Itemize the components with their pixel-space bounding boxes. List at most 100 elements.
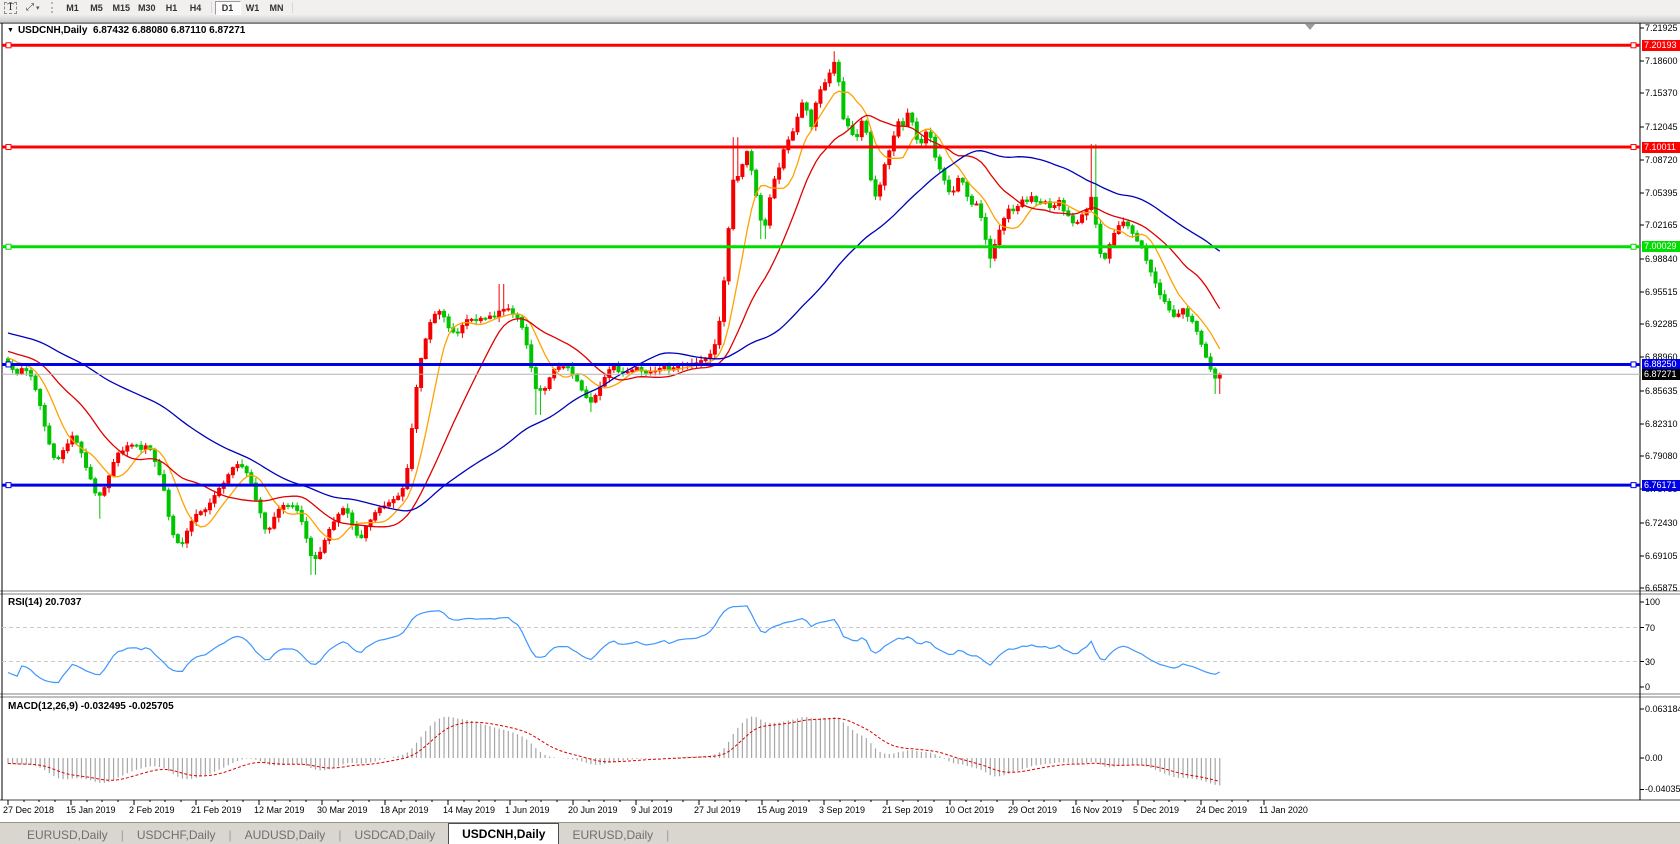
- date-label-24-Dec-2019: 24 Dec 2019: [1196, 805, 1248, 815]
- date-label-9-Jul-2019: 9 Jul 2019: [631, 805, 673, 815]
- timeframe-group: M1 M5 M15 M30 H1 H4 D1 W1 MN: [61, 0, 296, 15]
- timeframe-button-M1[interactable]: M1: [66, 2, 79, 13]
- macd-axis-tick: 0.063184: [1645, 704, 1680, 714]
- date-label-1-Jun-2019: 1 Jun 2019: [505, 805, 550, 815]
- macd-signal-line: [7, 717, 1220, 782]
- text-tool-button[interactable]: T: [4, 1, 17, 14]
- current-price-tag: 6.87271: [1642, 369, 1680, 380]
- price-axis-tick-6.72430: 6.72430: [1645, 518, 1678, 528]
- price-axis-tick-7.08720: 7.08720: [1645, 155, 1678, 165]
- chart-scrollbar[interactable]: [0, 15, 1680, 23]
- date-label-14-May-2019: 14 May 2019: [443, 805, 496, 815]
- chart-canvas: [0, 22, 1680, 805]
- date-label-2-Feb-2019: 2 Feb 2019: [129, 805, 175, 815]
- panel-borders: [0, 22, 1680, 801]
- timeframe-button-M5[interactable]: M5: [90, 2, 103, 13]
- price-axis-tick-6.88960: 6.88960: [1645, 352, 1678, 362]
- toolbar-grip: [50, 2, 56, 13]
- price-axis-tick-6.92285: 6.92285: [1645, 319, 1678, 329]
- double-arrow-icon: ⤢: [26, 2, 34, 13]
- price-tag-6.76171[interactable]: 6.76171: [1642, 480, 1680, 491]
- date-label-30-Mar-2019: 30 Mar 2019: [317, 805, 368, 815]
- price-axis-tick-6.79080: 6.79080: [1645, 451, 1678, 461]
- date-label-20-Jun-2019: 20 Jun 2019: [568, 805, 618, 815]
- chart-tab-usdchf-daily[interactable]: USDCHF,Daily: [136, 828, 216, 842]
- chart-tab-usdcnh-daily-active[interactable]: USDCNH,Daily: [448, 823, 560, 844]
- tab-separator: |: [228, 828, 232, 842]
- date-label-27-Jul-2019: 27 Jul 2019: [694, 805, 741, 815]
- rsi-line: [7, 605, 1221, 684]
- price-axis-ticks: [1640, 27, 1644, 589]
- date-label-11-Jan-2020: 11 Jan 2020: [1259, 805, 1308, 815]
- chart-tab-eurusd-daily[interactable]: EURUSD,Daily: [27, 828, 108, 842]
- price-axis-tick-7.15370: 7.15370: [1645, 88, 1678, 98]
- rsi-panel-layer: [2, 601, 1644, 688]
- price-axis-tick-6.98840: 6.98840: [1645, 254, 1678, 264]
- collapse-triangle-icon[interactable]: ▼: [7, 27, 14, 34]
- timeframe-button-M15[interactable]: M15: [112, 2, 131, 13]
- price-axis-tick-6.69105: 6.69105: [1645, 551, 1678, 561]
- level-lines-layer[interactable]: [2, 42, 1640, 489]
- timeframe-button-H1[interactable]: H1: [165, 2, 178, 13]
- cursor-tool-button[interactable]: ⤢ ▾: [24, 2, 42, 14]
- date-axis-ticks: [7, 800, 1265, 805]
- rsi-axis-tick-70: 70: [1645, 623, 1656, 633]
- price-axis-tick-6.65875: 6.65875: [1645, 583, 1678, 593]
- date-label-5-Dec-2019: 5 Dec 2019: [1133, 805, 1180, 815]
- timeframe-button-H4[interactable]: H4: [189, 2, 202, 13]
- chart-ohlc-text: USDCNH,Daily 6.87432 6.88080 6.87110 6.8…: [17, 25, 246, 36]
- chart-tabs-bar: EURUSD,Daily | USDCHF,Daily | AUDUSD,Daily | U…: [0, 822, 1680, 844]
- price-tag-7.00029[interactable]: 7.00029: [1642, 241, 1680, 252]
- chart-header: ▼ USDCNH,Daily 6.87432 6.88080 6.87110 6.…: [7, 25, 245, 36]
- timeframe-button-D1[interactable]: D1: [214, 0, 241, 15]
- date-label-21-Sep-2019: 21 Sep 2019: [882, 805, 934, 815]
- macd-axis-tick: -0.040354: [1645, 784, 1680, 794]
- ma-slow-line: [7, 150, 1221, 512]
- date-label-27-Dec-2018: 27 Dec 2018: [3, 805, 55, 815]
- tab-separator: |: [338, 828, 342, 842]
- chart-tab-audusd-daily[interactable]: AUDUSD,Daily: [244, 828, 326, 842]
- price-axis-tick-6.82310: 6.82310: [1645, 419, 1678, 429]
- timeframe-button-W1[interactable]: W1: [245, 2, 260, 13]
- tab-separator: |: [120, 828, 124, 842]
- price-axis-tick-7.02165: 7.02165: [1645, 220, 1678, 230]
- rsi-axis-tick-0: 0: [1645, 682, 1651, 692]
- date-label-10-Oct-2019: 10 Oct 2019: [945, 805, 995, 815]
- timeframe-button-MN[interactable]: MN: [269, 2, 284, 13]
- moving-averages-layer: [7, 90, 1221, 541]
- macd-axis-tick: 0.00: [1645, 753, 1663, 763]
- date-label-15-Aug-2019: 15 Aug 2019: [757, 805, 808, 815]
- price-axis-tick-7.18600: 7.18600: [1645, 56, 1678, 66]
- price-axis-tick-7.05395: 7.05395: [1645, 188, 1678, 198]
- price-axis-tick-7.21925: 7.21925: [1645, 23, 1678, 33]
- date-label-16-Nov-2019: 16 Nov 2019: [1071, 805, 1123, 815]
- date-label-12-Mar-2019: 12 Mar 2019: [254, 805, 305, 815]
- date-label-18-Apr-2019: 18 Apr 2019: [380, 805, 429, 815]
- date-label-15-Jan-2019: 15 Jan 2019: [66, 805, 116, 815]
- chevron-down-icon: ▾: [36, 4, 40, 12]
- rsi-axis-tick-100: 100: [1645, 597, 1661, 607]
- chart-shift-marker[interactable]: [1305, 24, 1315, 30]
- date-label-29-Oct-2019: 29 Oct 2019: [1008, 805, 1058, 815]
- ma-medium-line: [7, 114, 1221, 528]
- rsi-axis-tick-30: 30: [1645, 657, 1656, 667]
- ma-fast-line: [7, 90, 1221, 541]
- chart-tab-eurusd-daily[interactable]: EURUSD,Daily: [572, 828, 654, 842]
- price-tag-7.20193[interactable]: 7.20193: [1642, 40, 1680, 51]
- date-label-21-Feb-2019: 21 Feb 2019: [191, 805, 242, 815]
- candles-layer: [6, 51, 1222, 575]
- price-tag-7.10011[interactable]: 7.10011: [1642, 142, 1680, 153]
- rsi-label: RSI(14) 20.7037: [8, 597, 82, 608]
- macd-label: MACD(12,26,9) -0.032495 -0.025705: [8, 701, 174, 712]
- chart-tab-usdcad-daily[interactable]: USDCAD,Daily: [354, 828, 436, 842]
- price-tag-6.88250[interactable]: 6.88250: [1642, 359, 1680, 370]
- toolbar: T ⤢ ▾ M1 M5 M15 M30 H1 H4 D1 W1 MN: [0, 0, 1680, 15]
- price-axis-tick-7.12045: 7.12045: [1645, 122, 1678, 132]
- price-axis-tick-6.95515: 6.95515: [1645, 287, 1678, 297]
- price-axis-tick-6.85635: 6.85635: [1645, 386, 1678, 396]
- date-label-3-Sep-2019: 3 Sep 2019: [819, 805, 866, 815]
- tab-separator: |: [666, 828, 670, 842]
- macd-panel-layer: [7, 708, 1644, 790]
- timeframe-button-M30[interactable]: M30: [138, 2, 156, 13]
